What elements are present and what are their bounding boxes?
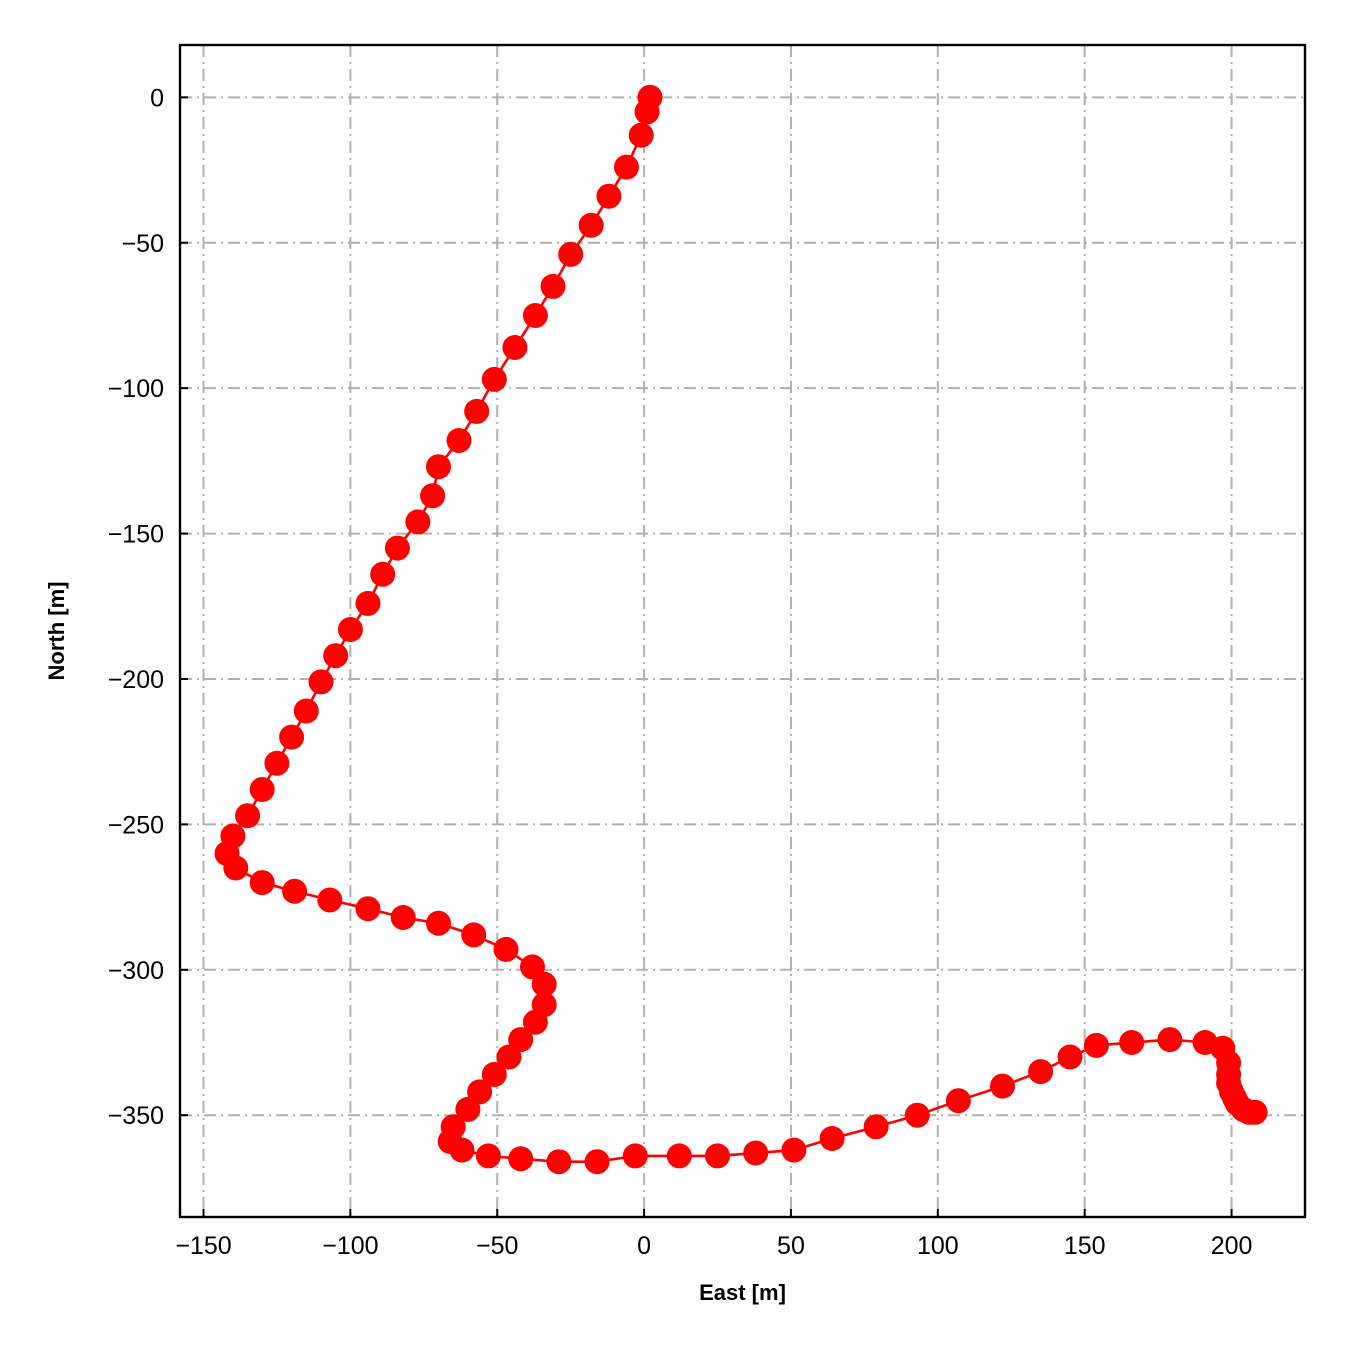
- trajectory-point: [666, 1143, 692, 1169]
- y-tick-label: 0: [150, 84, 164, 112]
- trajectory-point: [426, 910, 451, 936]
- trajectory-point: [355, 896, 381, 922]
- trajectory-point: [308, 669, 334, 695]
- tick-marks: [180, 96, 1233, 1217]
- trajectory-point: [282, 878, 308, 904]
- trajectory-point: [634, 99, 660, 125]
- trajectory-point: [384, 535, 410, 561]
- y-tick-labels: 0 −50 −100 −150 −200 −250 −300 −350: [108, 84, 164, 1130]
- x-tick-label: 0: [637, 1232, 651, 1260]
- trajectory-point: [481, 366, 507, 392]
- trajectory-point: [475, 1143, 501, 1169]
- trajectory-point: [446, 428, 472, 453]
- trajectory-point: [904, 1102, 930, 1128]
- trajectory-point: [249, 777, 275, 802]
- trajectory-point: [531, 971, 557, 997]
- trajectory-point: [596, 183, 622, 209]
- trajectory-point: [819, 1126, 845, 1151]
- x-tick-label: −100: [322, 1232, 378, 1260]
- trajectory-point: [323, 643, 349, 669]
- trajectory-point: [558, 241, 584, 267]
- trajectory-point: [622, 1143, 648, 1169]
- trajectory-point: [546, 1149, 572, 1175]
- y-tick-label: −250: [108, 811, 164, 839]
- y-tick-label: −350: [108, 1102, 164, 1130]
- x-tick-label: 50: [777, 1232, 805, 1260]
- x-tick-label: −150: [175, 1232, 231, 1260]
- trajectory-point: [502, 335, 528, 360]
- trajectory-point: [223, 855, 249, 881]
- trajectory-point: [461, 922, 487, 948]
- x-tick-label: 150: [1064, 1232, 1106, 1260]
- trajectory-point: [420, 483, 446, 509]
- trajectory-point: [370, 561, 396, 587]
- x-tick-labels: −150 −100 −50 0 50 100 150 200: [175, 1232, 1252, 1260]
- trajectory-point: [449, 1137, 475, 1163]
- trajectory-point: [863, 1114, 889, 1140]
- y-tick-label: −100: [108, 375, 164, 403]
- trajectory-point: [614, 154, 639, 180]
- trajectory-point: [496, 1044, 522, 1070]
- trajectory-line: [225, 97, 1256, 1163]
- trajectory-point: [1119, 1030, 1145, 1055]
- y-tick-label: −150: [108, 521, 164, 549]
- trajectory-point: [743, 1140, 769, 1166]
- trajectory-point: [522, 303, 548, 328]
- y-tick-label: −50: [122, 230, 164, 258]
- trajectory-point: [426, 454, 451, 480]
- trajectory-point: [1028, 1059, 1054, 1085]
- trajectory-point: [584, 1149, 610, 1175]
- trajectory-point: [355, 590, 381, 616]
- trajectory-point: [1242, 1099, 1268, 1125]
- trajectory-point: [317, 887, 343, 913]
- trajectory-point: [522, 1009, 548, 1035]
- trajectory-point: [455, 1096, 481, 1122]
- trajectory-points: [214, 84, 1268, 1175]
- trajectory-point: [464, 398, 490, 424]
- x-tick-label: 100: [917, 1232, 959, 1260]
- x-axis-label: East [m]: [699, 1280, 786, 1305]
- trajectory-point: [628, 122, 654, 148]
- y-tick-label: −300: [108, 957, 164, 985]
- trajectory-point: [1057, 1044, 1083, 1070]
- x-tick-label: 200: [1211, 1232, 1253, 1260]
- y-tick-label: −200: [108, 666, 164, 694]
- trajectory-point: [467, 1079, 493, 1105]
- trajectory-point: [540, 273, 566, 299]
- trajectory-point: [781, 1137, 807, 1163]
- trajectory-series: [214, 84, 1268, 1175]
- trajectory-point: [578, 212, 604, 238]
- plot-frame: [178, 43, 1307, 1219]
- trajectory-point: [293, 698, 319, 724]
- trajectory-point: [405, 509, 431, 535]
- trajectory-point: [1157, 1027, 1183, 1053]
- trajectory-point: [508, 1146, 534, 1172]
- trajectory-point: [337, 617, 363, 642]
- trajectory-point: [390, 905, 416, 930]
- y-axis-label: North [m]: [44, 582, 69, 681]
- trajectory-point: [264, 750, 290, 776]
- trajectory-point: [705, 1143, 730, 1169]
- trajectory-point: [481, 1062, 507, 1087]
- trajectory-point: [249, 870, 275, 896]
- trajectory-point: [990, 1073, 1015, 1099]
- trajectory-point: [945, 1088, 971, 1114]
- x-tick-label: −50: [476, 1232, 518, 1260]
- trajectory-point: [493, 936, 519, 962]
- trajectory-point: [235, 803, 261, 829]
- trajectory-point: [279, 724, 305, 750]
- trajectory-point: [1083, 1032, 1109, 1058]
